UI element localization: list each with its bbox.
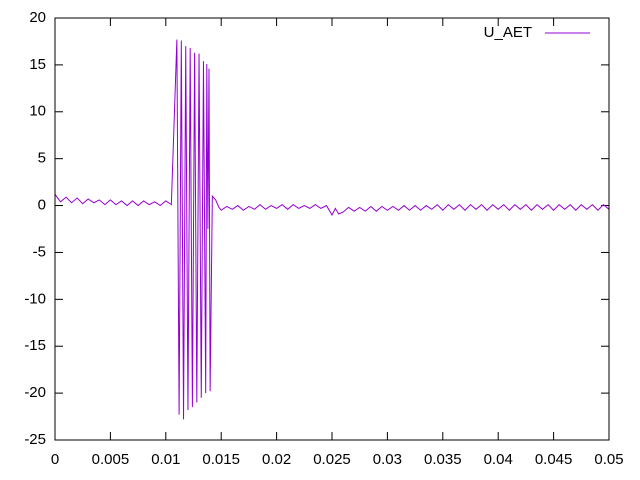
- plot-border: [54, 17, 610, 441]
- x-tick-label: 0.04: [484, 451, 513, 468]
- y-tick-label: -15: [24, 337, 46, 354]
- x-tick-label: 0.02: [262, 451, 291, 468]
- y-tick-label: -10: [24, 290, 46, 307]
- y-tick-label: 15: [29, 56, 46, 73]
- y-tick-label: -5: [33, 243, 46, 260]
- x-tick-label: 0.05: [594, 451, 623, 468]
- x-tick-label: 0.005: [92, 451, 130, 468]
- y-tick-label: 20: [29, 9, 46, 26]
- x-tick-label: 0.025: [313, 451, 351, 468]
- x-tick-label: 0: [51, 451, 59, 468]
- y-tick-label: 10: [29, 103, 46, 120]
- data-line: [54, 39, 610, 420]
- legend-label: U_AET: [484, 24, 532, 41]
- x-tick-label: 0.045: [535, 451, 573, 468]
- x-tick-label: 0.01: [151, 451, 180, 468]
- x-tick-label: 0.035: [424, 451, 462, 468]
- x-tick-label: 0.015: [202, 451, 240, 468]
- y-tick-label: -25: [24, 431, 46, 448]
- y-tick-label: 0: [38, 197, 46, 214]
- y-tick-label: 5: [38, 150, 46, 167]
- x-tick-label: 0.03: [373, 451, 402, 468]
- y-tick-label: -20: [24, 384, 46, 401]
